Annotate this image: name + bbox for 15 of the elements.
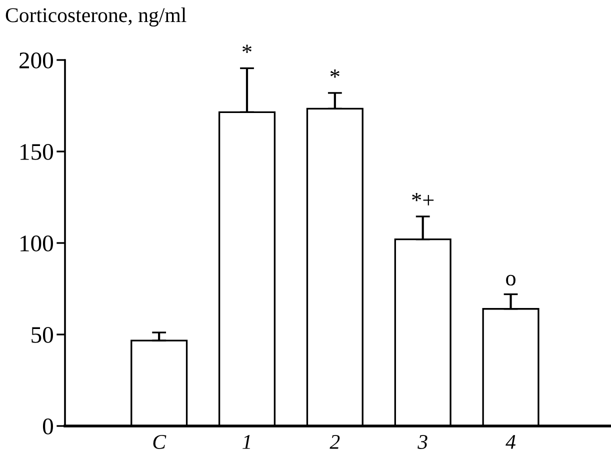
- annotation: o: [506, 274, 516, 286]
- x-tick-label: 1: [242, 435, 250, 449]
- x-tick-label: 4: [506, 435, 516, 449]
- y-axis-title: Corticosterone, ng/ml: [6, 8, 186, 26]
- x-tick-label: C: [153, 434, 166, 449]
- annotation: *: [242, 44, 252, 53]
- y-tick-label: 100: [20, 235, 53, 252]
- y-tick-label: 0: [42, 418, 53, 434]
- y-tick-label: 200: [20, 52, 53, 68]
- x-tick-label: 3: [418, 434, 428, 449]
- y-tick-label: 50: [32, 326, 53, 343]
- annotation: *+: [412, 193, 434, 206]
- y-tick-label: 150: [20, 144, 53, 160]
- annotation: *: [330, 69, 340, 78]
- x-tick-label: 2: [330, 434, 340, 449]
